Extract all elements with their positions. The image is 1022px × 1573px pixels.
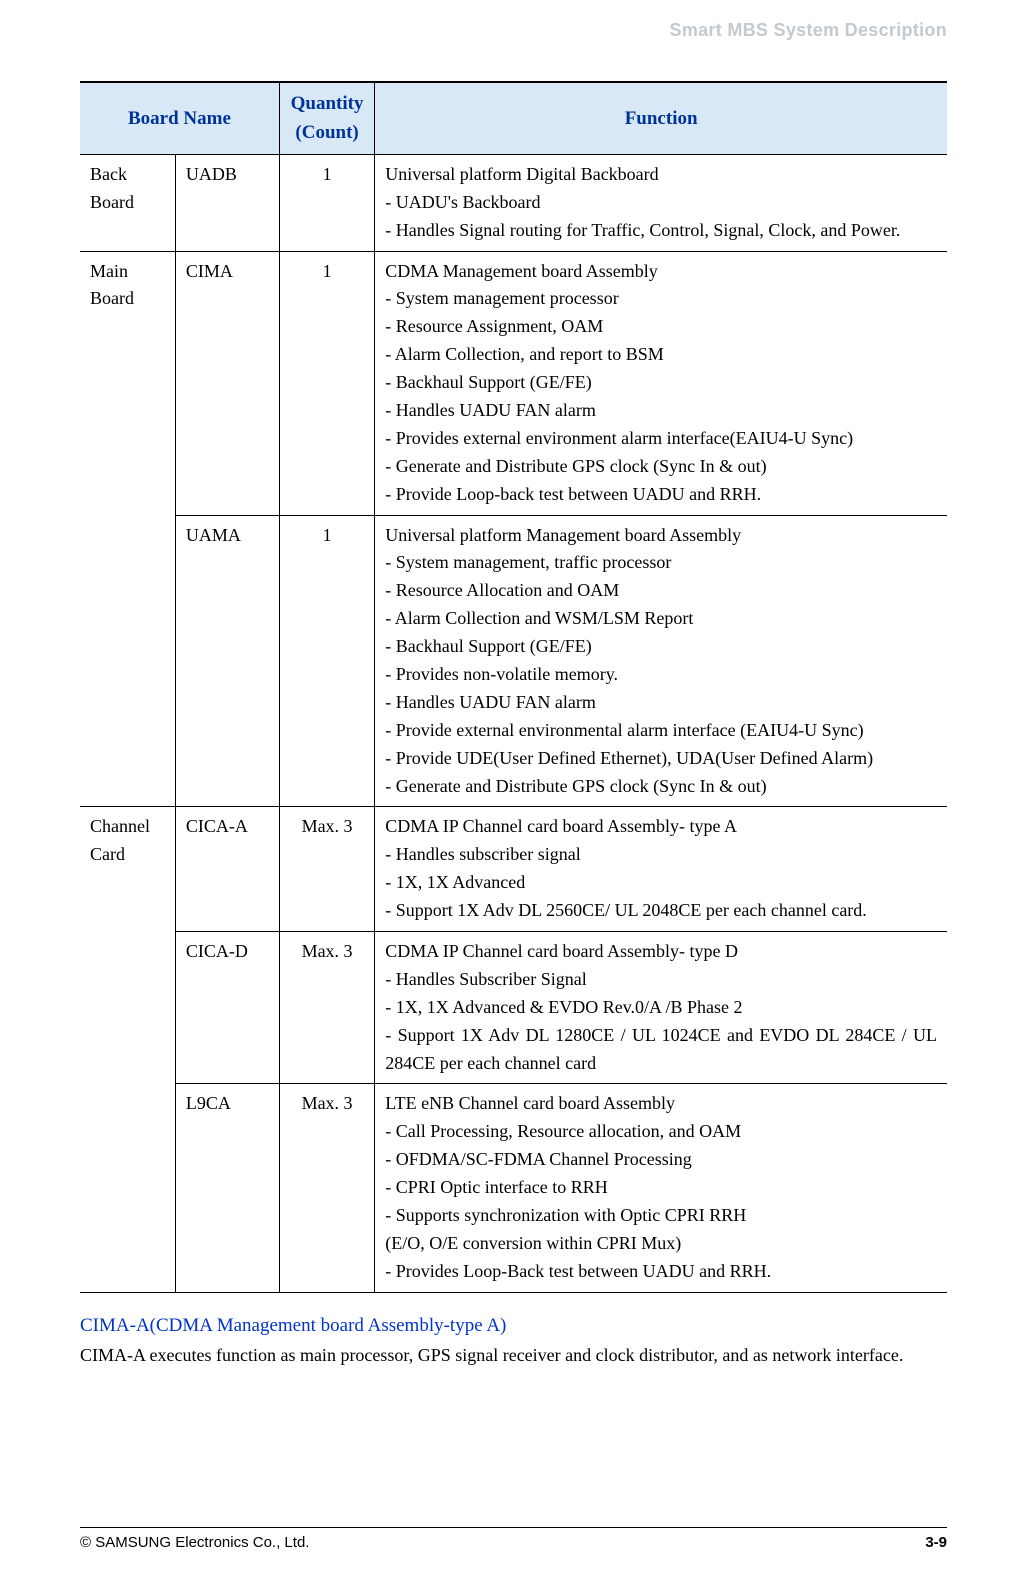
cell-qty: 1 [279,515,374,807]
table-header-row: Board Name Quantity (Count) Function [80,82,947,154]
section-heading-cima-a: CIMA-A(CDMA Management board Assembly-ty… [80,1315,947,1337]
cell-name: UADB [175,154,279,251]
table-row: Main Board CIMA 1 CDMA Management board … [80,251,947,515]
cell-function: LTE eNB Channel card board Assembly - Ca… [375,1084,947,1292]
footer-page-number: 3-9 [925,1534,947,1551]
cell-function: Universal platform Management board Asse… [375,515,947,807]
table-row: UAMA 1 Universal platform Management boa… [80,515,947,807]
cell-qty: Max. 3 [279,807,374,932]
cell-name: CICA-D [175,932,279,1084]
table-row: Back Board UADB 1 Universal platform Dig… [80,154,947,251]
doc-header-title: Smart MBS System Description [80,20,947,41]
cell-category: Back Board [80,154,175,251]
footer-copyright: © SAMSUNG Electronics Co., Ltd. [80,1534,309,1551]
cell-function: CDMA IP Channel card board Assembly- typ… [375,932,947,1084]
cell-function: CDMA Management board Assembly - System … [375,251,947,515]
cell-qty: Max. 3 [279,1084,374,1292]
page-footer: © SAMSUNG Electronics Co., Ltd. 3-9 [80,1527,947,1551]
cell-qty: Max. 3 [279,932,374,1084]
cell-name: CICA-A [175,807,279,932]
table-row: CICA-D Max. 3 CDMA IP Channel card board… [80,932,947,1084]
cell-qty: 1 [279,251,374,515]
col-header-quantity: Quantity (Count) [279,82,374,154]
cell-category: Main Board [80,251,175,807]
cell-category: Channel Card [80,807,175,1292]
table-row: L9CA Max. 3 LTE eNB Channel card board A… [80,1084,947,1292]
col-header-board-name: Board Name [80,82,279,154]
section-body: CIMA-A executes function as main process… [80,1341,947,1370]
table-row: Channel Card CICA-A Max. 3 CDMA IP Chann… [80,807,947,932]
cell-name: CIMA [175,251,279,515]
cell-name: L9CA [175,1084,279,1292]
cell-function: CDMA IP Channel card board Assembly- typ… [375,807,947,932]
board-table: Board Name Quantity (Count) Function Bac… [80,81,947,1293]
cell-qty: 1 [279,154,374,251]
cell-name: UAMA [175,515,279,807]
col-header-function: Function [375,82,947,154]
cell-function: Universal platform Digital Backboard - U… [375,154,947,251]
